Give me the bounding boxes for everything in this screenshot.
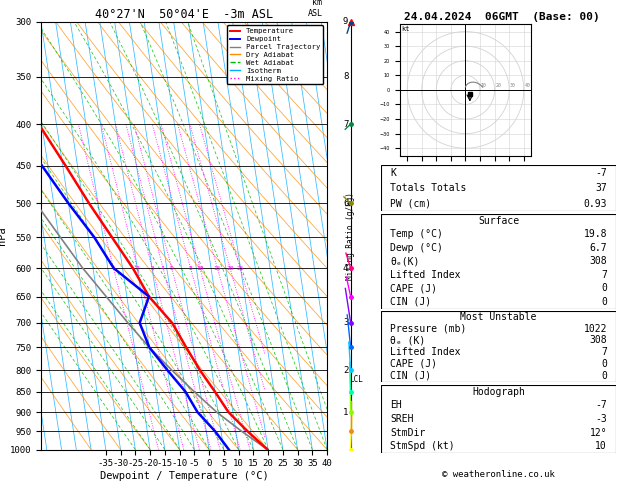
Text: 3: 3 [150,265,154,271]
Text: 4: 4 [161,265,165,271]
Text: Totals Totals: Totals Totals [390,183,466,193]
Text: Surface: Surface [478,216,519,226]
Text: Temp (°C): Temp (°C) [390,229,443,239]
Text: kt: kt [401,26,410,32]
Text: 0.93: 0.93 [584,199,607,208]
Title: 40°27'N  50°04'E  -3m ASL: 40°27'N 50°04'E -3m ASL [95,8,273,21]
Y-axis label: hPa: hPa [0,226,7,245]
Text: 20: 20 [496,84,501,88]
FancyBboxPatch shape [381,165,616,211]
Text: 1: 1 [111,265,115,271]
Text: 30: 30 [510,84,516,88]
Text: -7: -7 [595,400,607,410]
Text: 308: 308 [589,256,607,266]
Text: Dewp (°C): Dewp (°C) [390,243,443,253]
Text: 6: 6 [343,199,348,208]
Text: 0: 0 [601,359,607,369]
X-axis label: Dewpoint / Temperature (°C): Dewpoint / Temperature (°C) [99,471,269,481]
Text: 3: 3 [343,318,348,328]
Text: 15: 15 [213,265,221,271]
Text: EH: EH [390,400,402,410]
Text: 6.7: 6.7 [589,243,607,253]
Text: 7: 7 [343,120,348,129]
Text: θₑ (K): θₑ (K) [390,335,425,346]
Text: 10: 10 [595,441,607,451]
Text: Lifted Index: Lifted Index [390,270,460,280]
Text: K: K [390,168,396,178]
Text: CIN (J): CIN (J) [390,371,431,381]
Text: 0: 0 [601,283,607,294]
Text: 25: 25 [237,265,244,271]
Text: 20: 20 [226,265,234,271]
Text: © weatheronline.co.uk: © weatheronline.co.uk [442,469,555,479]
Text: PW (cm): PW (cm) [390,199,431,208]
Text: 1022: 1022 [584,324,607,334]
Text: Most Unstable: Most Unstable [460,312,537,322]
Text: SREH: SREH [390,414,413,424]
Text: 24.04.2024  06GMT  (Base: 00): 24.04.2024 06GMT (Base: 00) [404,12,599,22]
Text: Pressure (mb): Pressure (mb) [390,324,466,334]
Text: 1: 1 [343,408,348,417]
Text: 8: 8 [343,72,348,81]
Text: 4: 4 [343,263,348,273]
Text: 9: 9 [343,17,348,26]
Text: Mixing Ratio (g/kg): Mixing Ratio (g/kg) [346,192,355,279]
Text: StmDir: StmDir [390,428,425,437]
Text: CAPE (J): CAPE (J) [390,283,437,294]
FancyBboxPatch shape [381,214,616,309]
Text: -7: -7 [595,168,607,178]
Text: 7: 7 [601,347,607,357]
Text: 2: 2 [343,366,348,375]
Text: 308: 308 [589,335,607,346]
Text: LCL: LCL [350,375,364,383]
FancyBboxPatch shape [381,311,616,382]
Text: 40: 40 [525,84,530,88]
Text: StmSpd (kt): StmSpd (kt) [390,441,455,451]
Text: θₑ(K): θₑ(K) [390,256,420,266]
Text: -3: -3 [595,414,607,424]
Legend: Temperature, Dewpoint, Parcel Trajectory, Dry Adiabat, Wet Adiabat, Isotherm, Mi: Temperature, Dewpoint, Parcel Trajectory… [226,25,323,85]
Text: 8: 8 [189,265,192,271]
FancyBboxPatch shape [381,385,616,453]
Text: 2: 2 [135,265,139,271]
Text: km
ASL: km ASL [308,0,322,17]
Text: 0: 0 [601,297,607,307]
Text: 7: 7 [601,270,607,280]
Text: 10: 10 [196,265,204,271]
Text: 37: 37 [595,183,607,193]
Text: 5: 5 [170,265,174,271]
Text: 19.8: 19.8 [584,229,607,239]
Text: Hodograph: Hodograph [472,387,525,397]
Text: 0: 0 [601,371,607,381]
Text: 12°: 12° [589,428,607,437]
Text: CIN (J): CIN (J) [390,297,431,307]
Text: Lifted Index: Lifted Index [390,347,460,357]
Text: CAPE (J): CAPE (J) [390,359,437,369]
Text: 10: 10 [481,84,486,88]
